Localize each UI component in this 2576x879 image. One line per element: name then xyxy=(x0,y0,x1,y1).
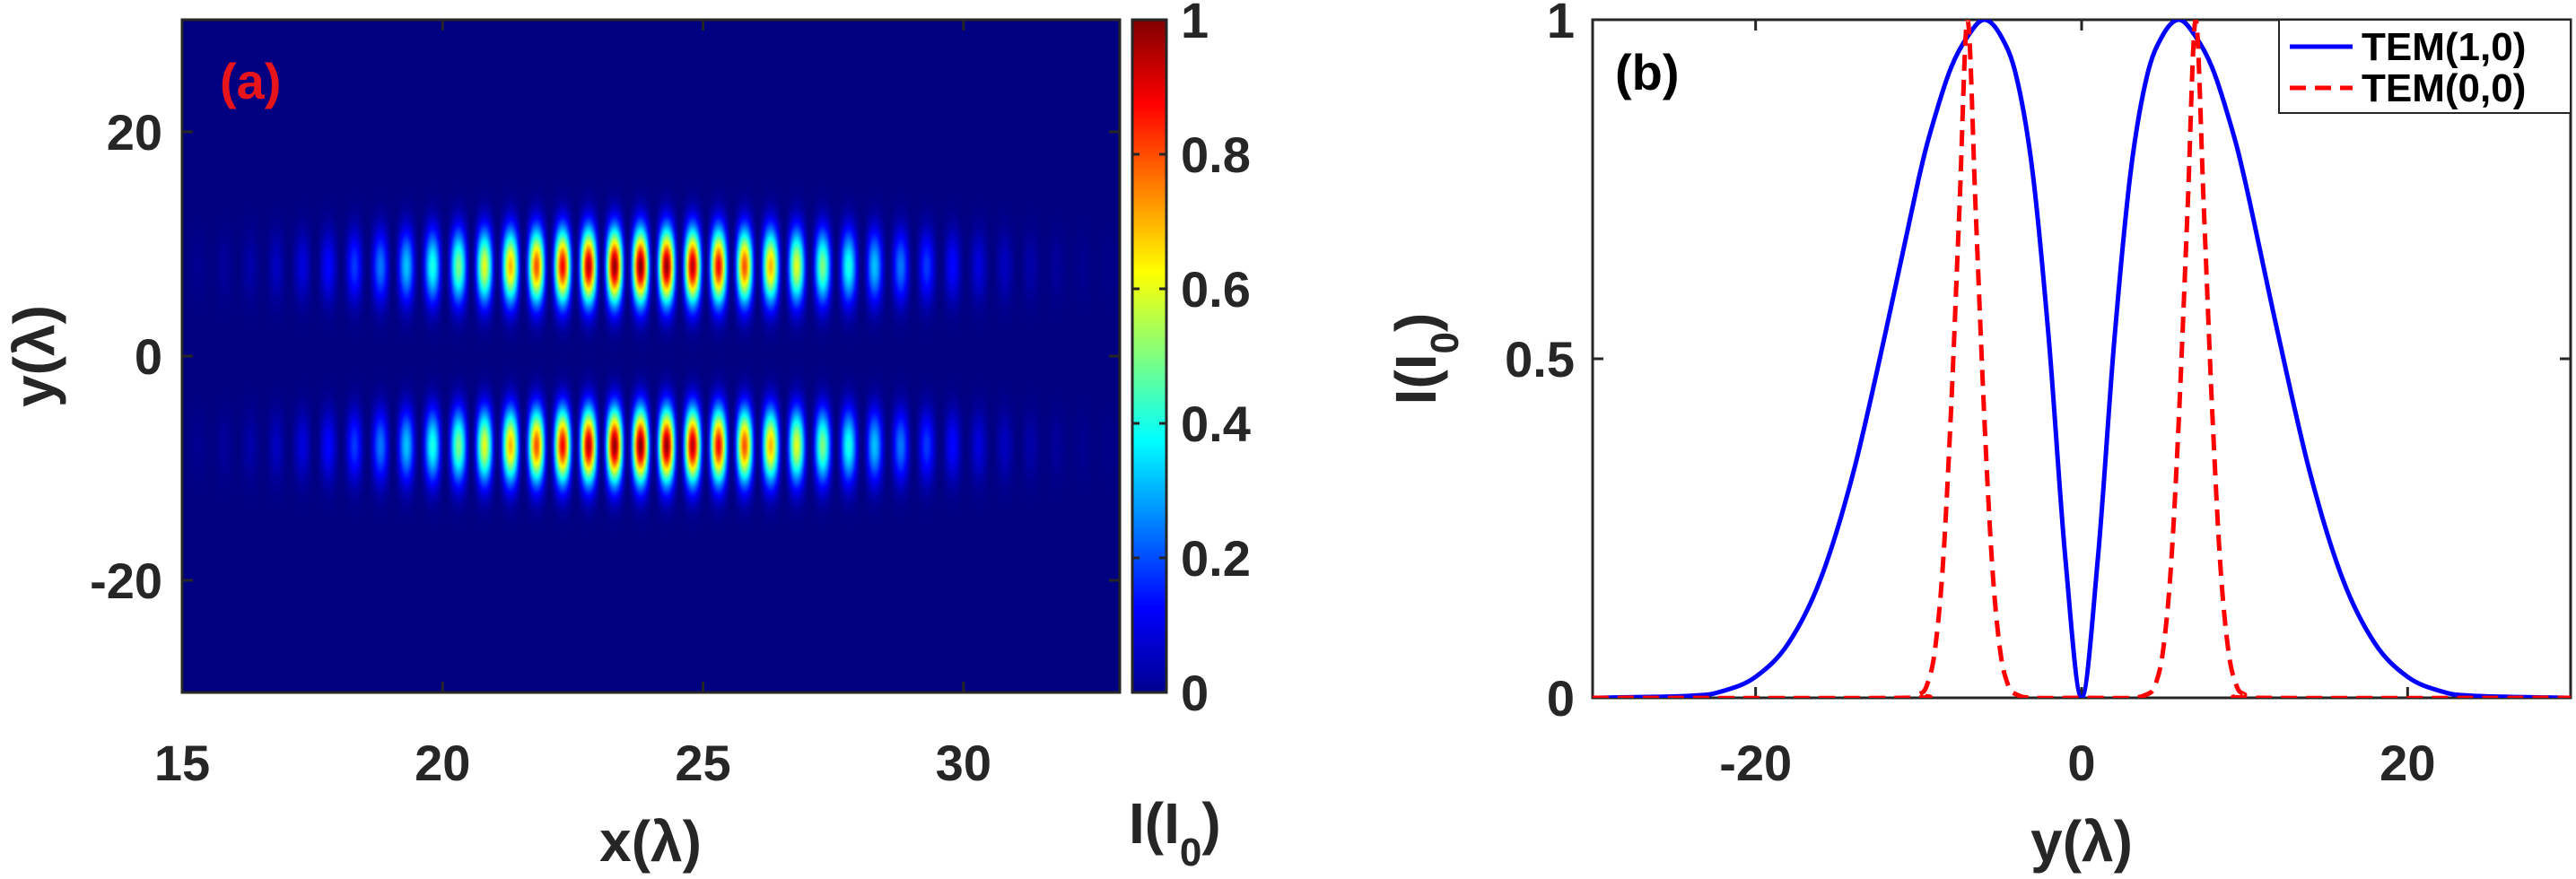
heatmap-x-tick-label: 25 xyxy=(675,735,730,791)
heatmap-x-tick-label: 20 xyxy=(415,735,470,791)
heatmap-x-axis-label: x(λ) xyxy=(599,809,702,874)
colorbar-tick-label: 1 xyxy=(1181,0,1209,48)
line-y-tick-label: 0.5 xyxy=(1505,331,1575,387)
heatmap-x-ticks: 15 20 25 30 xyxy=(154,20,991,791)
panel-a: 15 20 25 30 -20 0 20 (a) x(λ) y(λ) 0 0.2 0.4 0.6… xyxy=(2,0,1251,875)
legend-box xyxy=(2278,19,2572,114)
heatmap-y-tick-label: -20 xyxy=(90,553,162,609)
heatmap-x-tick-label: 15 xyxy=(154,735,210,791)
heatmap-y-tick-label: 0 xyxy=(135,328,162,385)
colorbar-ticks: 0 0.2 0.4 0.6 0.8 1 xyxy=(1132,0,1251,721)
colorbar xyxy=(1131,18,1168,694)
heatmap-panel-label: (a) xyxy=(220,53,281,109)
line-x-tick-label: 20 xyxy=(2380,735,2435,791)
series-line-tem10 xyxy=(1593,20,2571,698)
line-y-axis-label: I(I0) xyxy=(1384,313,1467,405)
line-y-tick-label: 0 xyxy=(1547,670,1575,727)
line-x-tick-label: -20 xyxy=(1719,735,1792,791)
colorbar-tick-label: 0.8 xyxy=(1181,126,1251,183)
heatmap-image xyxy=(182,20,1120,692)
colorbar-tick-label: 0.6 xyxy=(1181,261,1251,318)
legend-label-tem10: TEM(1,0) xyxy=(2362,25,2526,69)
colorbar-tick-label: 0 xyxy=(1181,665,1209,721)
line-x-tick-label: 0 xyxy=(2067,735,2095,791)
heatmap-y-tick-label: 20 xyxy=(107,104,162,161)
line-y-tick-label: 1 xyxy=(1547,0,1575,48)
heatmap-y-axis-label: y(λ) xyxy=(2,305,66,407)
colorbar-tick-label: 0.2 xyxy=(1181,530,1251,587)
line-series xyxy=(1593,20,2571,698)
panel-b: -20 0 20 00.51 (b) y(λ) I(I0) TEM(1,0) TEM… xyxy=(1384,0,2572,874)
legend: TEM(1,0) TEM(0,0) xyxy=(2278,19,2572,114)
line-x-axis-label: y(λ) xyxy=(2030,809,2133,874)
heatmap-y-ticks: -20 0 20 xyxy=(90,104,1120,609)
line-panel-label: (b) xyxy=(1615,44,1680,100)
colorbar-tick-label: 0.4 xyxy=(1181,396,1251,452)
line-plot-frame xyxy=(1591,18,2572,700)
colorbar-label: I(I0) xyxy=(1129,791,1221,875)
legend-label-tem00: TEM(0,0) xyxy=(2362,66,2526,110)
line-y-ticks: 00.51 xyxy=(1505,0,2571,727)
heatmap-x-tick-label: 30 xyxy=(936,735,991,791)
